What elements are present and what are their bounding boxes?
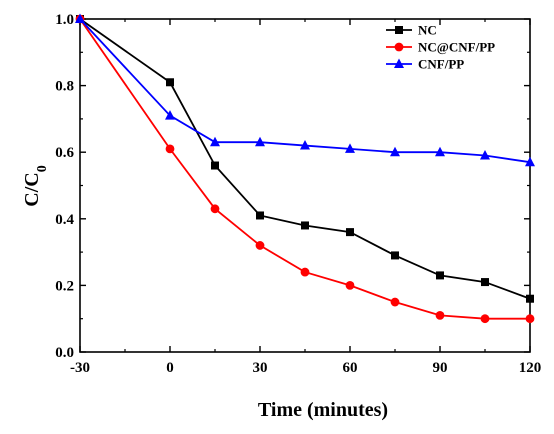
data-point-cnf-pp [75, 13, 85, 23]
series-line-cnf-pp [79, 18, 531, 164]
data-point-nc-cnf-pp [255, 241, 265, 250]
series-nc [76, 15, 534, 303]
data-point-cnf-pp [165, 110, 175, 120]
data-point-nc [301, 221, 309, 230]
data-point-nc [526, 294, 534, 303]
legend-swatch-marker [394, 58, 404, 68]
data-point-cnf-pp [525, 156, 535, 167]
legend-item-cnf-pp: CNF/PP [386, 57, 464, 72]
x-tick-label: 0 [166, 360, 174, 376]
y-tick-label: 0.8 [55, 79, 74, 95]
y-tick-label: 0.4 [55, 212, 74, 228]
data-point-nc [346, 228, 354, 237]
data-point-cnf-pp [210, 136, 220, 147]
legend-item-nc: NC [386, 23, 437, 38]
y-axis-title-subscript: 0 [35, 165, 50, 172]
data-point-nc [391, 251, 399, 260]
series-line-nc [79, 18, 531, 300]
data-point-nc-cnf-pp [390, 297, 400, 307]
data-point-nc-cnf-pp [345, 281, 355, 290]
data-point-cnf-pp [435, 146, 445, 157]
data-point-nc-cnf-pp [165, 144, 175, 154]
data-point-nc-cnf-pp [435, 310, 445, 320]
x-tick-label: 60 [343, 360, 358, 376]
series-cnf-pp [75, 13, 535, 167]
series-line-nc-cnf-pp [79, 18, 530, 320]
data-point-nc [481, 278, 489, 287]
legend-label: CNF/PP [418, 57, 464, 72]
series-nc-cnf-pp [75, 14, 535, 324]
x-tick-label: 120 [519, 360, 542, 376]
legend-item-nc-cnf-pp: NC@CNF/PP [386, 40, 495, 55]
x-tick-label: 90 [433, 360, 448, 376]
y-tick-label: 1.0 [55, 12, 74, 28]
x-axis-title: Time (minutes) [258, 399, 388, 421]
x-tick-label: 30 [253, 360, 268, 376]
data-point-nc [256, 211, 264, 220]
data-point-nc-cnf-pp [525, 314, 535, 324]
data-point-nc [166, 78, 174, 87]
y-tick-label: 0.6 [55, 145, 74, 161]
data-point-nc [436, 271, 444, 280]
data-point-cnf-pp [255, 136, 265, 147]
data-point-nc-cnf-pp [210, 204, 220, 214]
legend-swatch-marker [394, 42, 404, 52]
data-point-cnf-pp [300, 140, 310, 150]
y-axis-title-main: C/C [21, 172, 43, 206]
data-point-cnf-pp [390, 146, 400, 157]
legend-label: NC [418, 23, 437, 38]
x-tick-label: -30 [70, 360, 90, 376]
data-point-nc-cnf-pp [480, 314, 490, 324]
legend-swatch-marker [395, 26, 403, 34]
legend-label: NC@CNF/PP [418, 40, 495, 55]
data-point-nc-cnf-pp [300, 267, 310, 277]
y-tick-label: 0.2 [55, 278, 74, 294]
data-point-cnf-pp [480, 150, 490, 160]
data-point-cnf-pp [345, 143, 355, 153]
data-point-nc [211, 161, 219, 170]
y-tick-label: 0.0 [55, 345, 74, 361]
y-axis-title: C/C0 [21, 165, 50, 206]
